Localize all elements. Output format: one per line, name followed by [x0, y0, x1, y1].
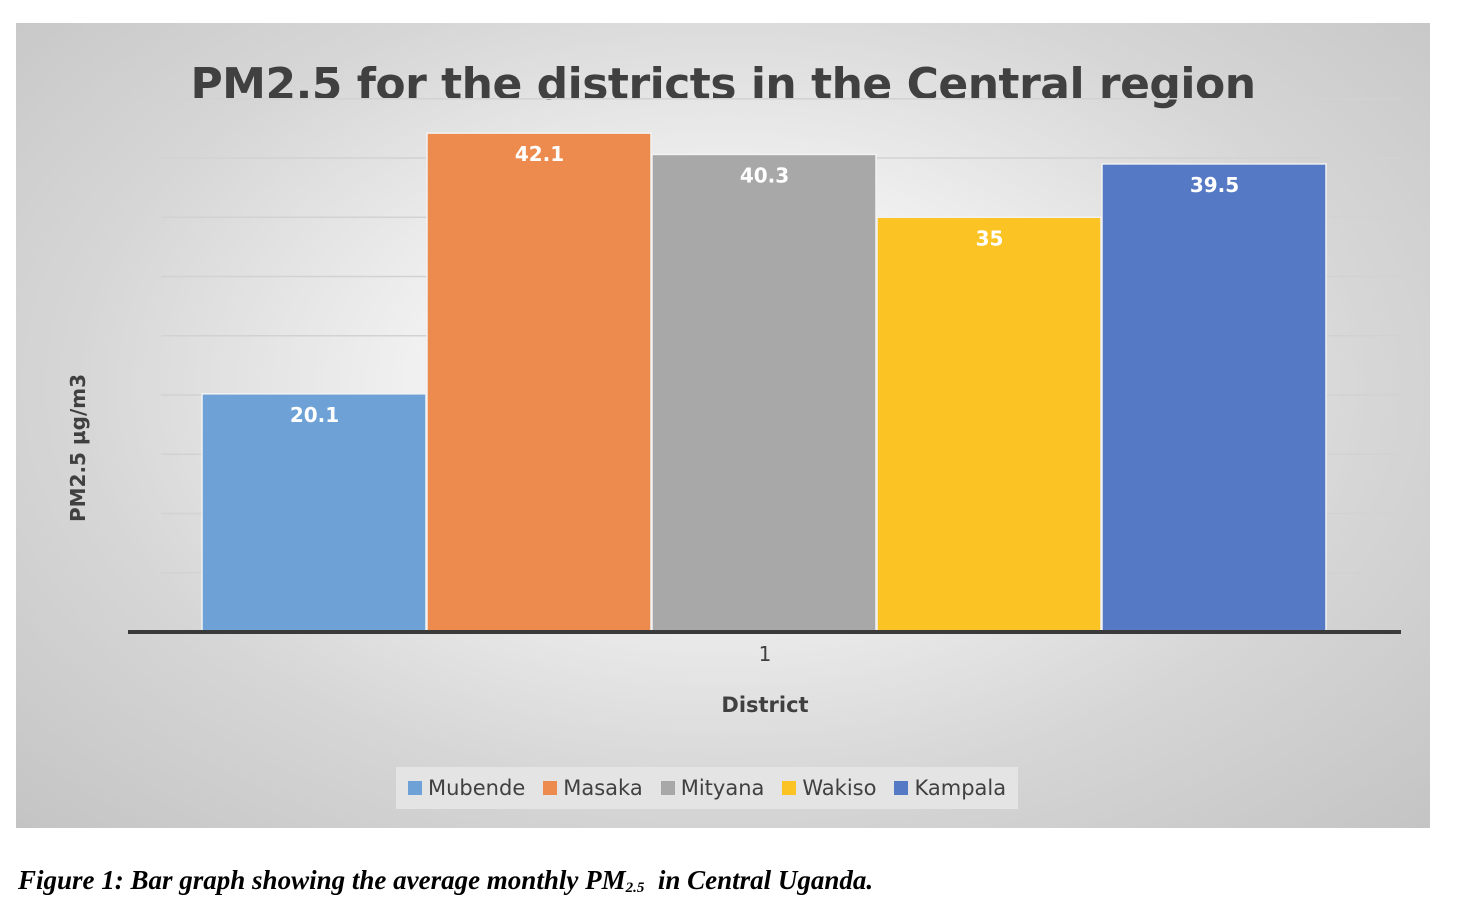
bar-wakiso: [876, 216, 1102, 633]
bar-mityana: [651, 153, 877, 633]
plot-area: 20.1 42.1 40.3 35 39.5 1 District: [128, 98, 1401, 717]
data-label-kampala: 39.5: [1190, 173, 1239, 197]
legend-swatch: [894, 781, 909, 795]
bar-masaka: [426, 132, 652, 633]
data-label-mityana: 40.3: [740, 163, 789, 187]
legend-label: Mubende: [428, 776, 526, 800]
legend: Mubende Masaka Mityana Wakiso Kampala: [396, 767, 1019, 809]
data-label-masaka: 42.1: [515, 142, 564, 166]
legend-label: Kampala: [914, 776, 1007, 800]
legend-item-kampala: Kampala: [894, 776, 1006, 800]
figure-caption: Figure 1: Bar graph showing the average …: [18, 865, 873, 897]
legend-swatch: [543, 781, 558, 795]
chart-title: PM2.5 for the districts in the Central r…: [190, 59, 1256, 110]
legend-item-masaka: Masaka: [543, 776, 643, 800]
bar-mubende: [201, 393, 427, 633]
legend-swatch: [660, 781, 675, 795]
legend-swatch: [782, 781, 797, 795]
bar-kampala: [1101, 163, 1327, 633]
caption-subscript: 2.5: [625, 880, 645, 896]
legend-swatch: [408, 781, 422, 795]
chart-panel: PM2.5 for the districts in the Central r…: [16, 23, 1430, 828]
legend-item-mubende: Mubende: [408, 776, 525, 800]
x-tick-label: 1: [759, 642, 772, 666]
legend-label: Wakiso: [802, 776, 877, 800]
legend-label: Mityana: [680, 776, 765, 800]
legend-item-mityana: Mityana: [660, 776, 765, 800]
legend-label: Masaka: [563, 776, 643, 800]
caption-prefix: Figure 1: Bar graph showing the average …: [18, 865, 626, 895]
data-label-wakiso: 35: [976, 226, 1004, 250]
legend-item-wakiso: Wakiso: [782, 776, 876, 800]
caption-suffix: in Central Uganda.: [644, 865, 874, 895]
x-axis-label: District: [721, 693, 808, 717]
data-label-mubende: 20.1: [290, 403, 339, 427]
